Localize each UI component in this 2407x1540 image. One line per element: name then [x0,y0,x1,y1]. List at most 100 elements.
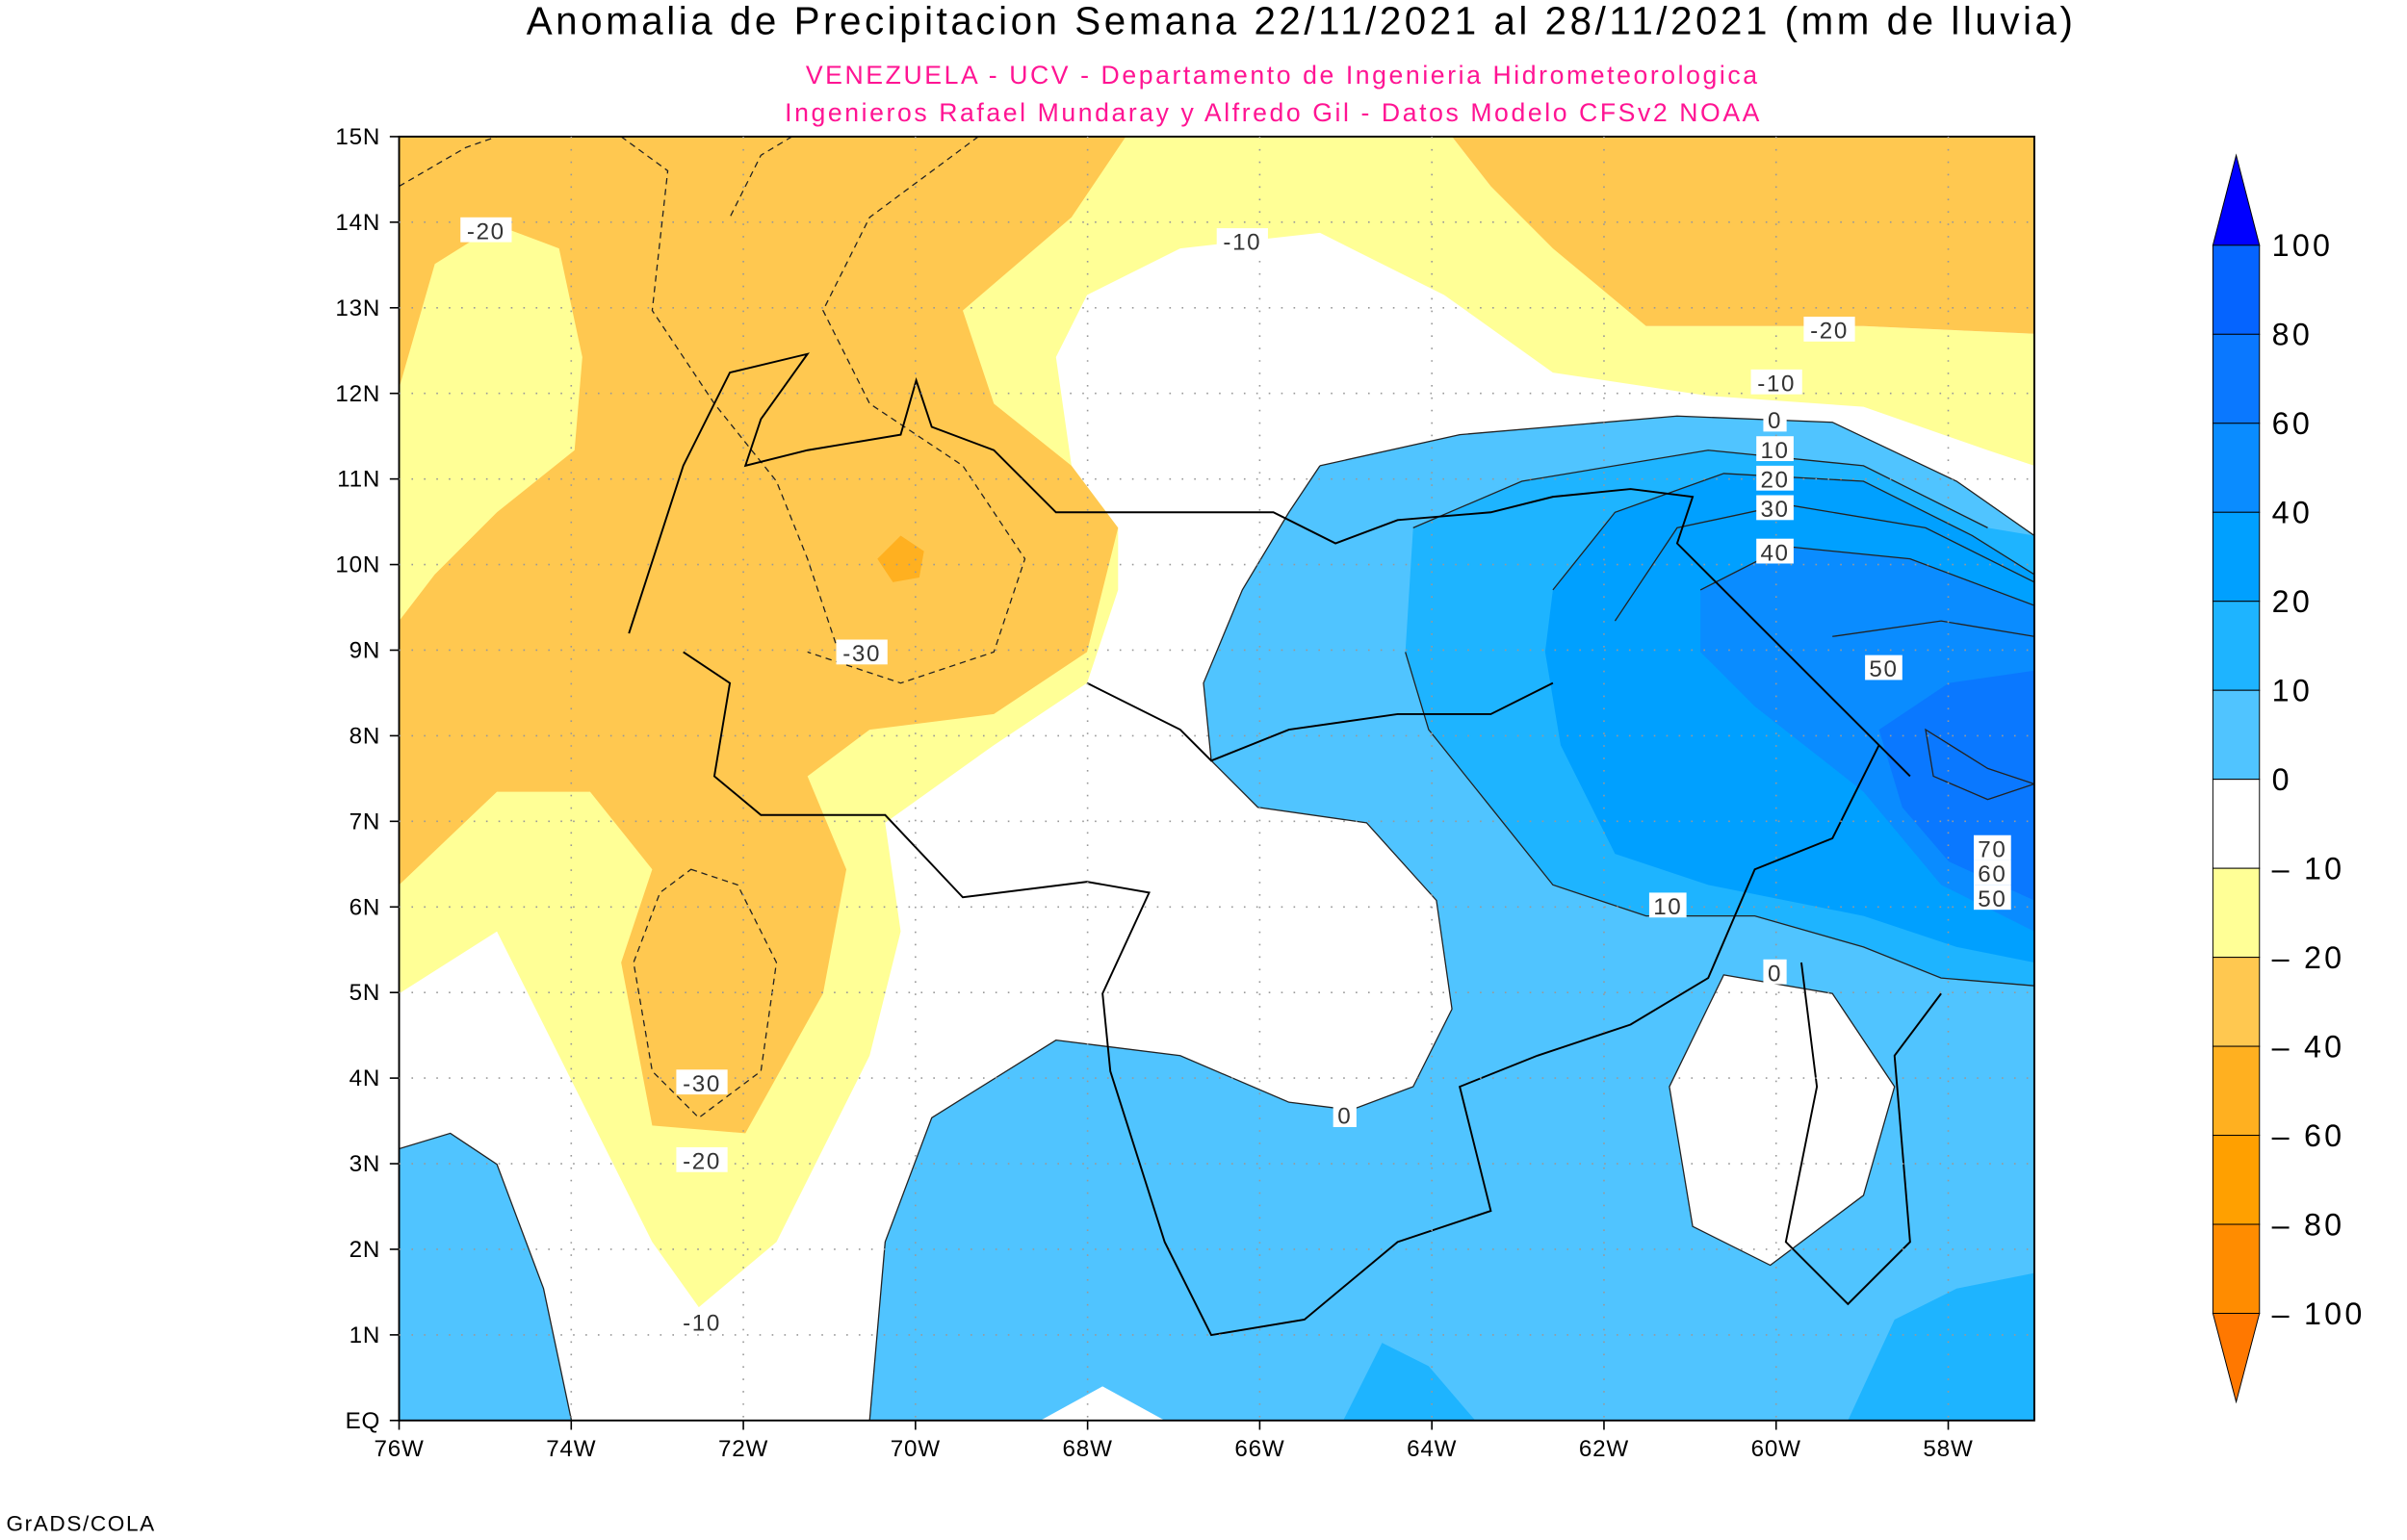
lon-label: 74W [546,1436,596,1462]
colorbar-label: – 40 [2272,1029,2345,1064]
colorbar-swatch [2212,957,2261,1047]
contour-label: -10 [683,1310,721,1336]
colorbar-min-arrow [2212,1313,2261,1404]
lat-label: EQ [346,1408,381,1434]
colorbar-swatch [2212,244,2261,335]
contour-label-bg [676,1146,728,1172]
colorbar-swatch [2212,601,2261,691]
subtitle-authors: Ingenieros Rafael Mundaray y Alfredo Gil… [785,98,1762,127]
lat-label: 7N [349,808,381,834]
colorbar-label: 80 [2272,318,2313,352]
contour-labels: -20 -10-20-1001020304050-307060501000-30-… [460,217,2011,1336]
contour-label: 0 [1768,408,1782,434]
lat-label: 9N [349,638,381,664]
colorbar-label: – 80 [2272,1207,2345,1242]
contour-label: -30 [842,641,881,667]
lat-label: 10N [335,552,380,578]
contour-label-bg [460,217,512,243]
contour-label: -20 [1810,319,1849,345]
colorbar-swatch [2212,1135,2261,1225]
contour-label-bg [1763,959,1787,985]
contour-label-bg [1974,885,2011,911]
lon-label: 66W [1234,1436,1284,1462]
region-minus10-minus20-west [399,224,582,622]
contour-label-bg [1974,834,2011,860]
lat-label: 13N [335,295,380,321]
contour-label-bg [1756,538,1794,564]
coastlines-borders [628,352,1942,1337]
subtitle-institution: VENEZUELA - UCV - Departamento de Ingeni… [806,61,1760,90]
contour-label-bg [1750,369,1802,395]
latitude-axis: 15N 14N 13N 12N 11N 10N 9N 8N 7N 6N 5N 4N 3N 2N 1N EQ [335,124,400,1434]
contour-label-bg [1756,465,1794,491]
lat-label: 11N [337,467,380,493]
contour-label-bg [1216,228,1268,253]
contour-label: 50 [1978,886,2006,912]
lat-label: 1N [349,1322,381,1348]
lat-label: 15N [335,124,380,150]
contour-label: 70 [1978,836,2006,862]
region-10-20-s [1343,1343,1476,1421]
lon-label: 60W [1751,1436,1801,1462]
contour-label: -10 [1223,230,1261,256]
colorbar-swatch [2212,333,2261,424]
colorbar-swatch [2212,1045,2261,1137]
contour-label: 50 [1869,656,1898,682]
colorbar-label: – 10 [2272,851,2345,886]
contour-label-bg [676,1308,728,1334]
contour-label: 0 [1337,1104,1352,1130]
region-white-guiana [1669,974,1895,1266]
colorbar-label: 100 [2272,228,2334,263]
contour-label: 10 [1653,894,1682,920]
region-minus20-minus40 [399,136,1126,1134]
colorbar-swatch [2212,779,2261,869]
lon-label: 62W [1579,1436,1629,1462]
colorbar-label: – 100 [2272,1296,2366,1331]
contour-label-bg [1333,1102,1357,1127]
contour-label: 60 [1978,861,2006,887]
contour-label-bg [1803,317,1855,342]
lon-label: 58W [1923,1436,1973,1462]
lat-label: 4N [349,1065,381,1091]
lat-label: 14N [335,210,380,236]
colorbar-swatch [2212,867,2261,959]
lon-label: 68W [1063,1436,1113,1462]
map-area [399,136,2034,1421]
longitude-axis: 76W 74W 72W 70W 68W 66W 64W 62W 60W 58W [374,1420,1973,1462]
contour-label: -30 [683,1071,721,1097]
region-white-south [1040,1386,1165,1421]
contour-label: 30 [1760,497,1789,523]
contour-label: -10 [1757,371,1796,397]
lon-label: 76W [374,1436,424,1462]
colorbar-label: 40 [2272,496,2313,530]
contour-label-bg [676,1069,728,1095]
contour-label-bg [1763,406,1787,432]
lon-label: 72W [718,1436,768,1462]
contour-label-bg [836,639,888,665]
lon-label: 70W [891,1436,941,1462]
contour-label-bg [1756,495,1794,521]
lon-label: 64W [1407,1436,1457,1462]
colorbar-label: – 20 [2272,940,2345,975]
contour-label: 20 [1760,467,1789,493]
colorbar-max-arrow [2212,153,2261,246]
colorbar-swatch [2212,511,2261,603]
contour-label: -20 [683,1149,721,1175]
footer-credit: GrADS/COLA [6,1511,155,1535]
lat-label: 2N [349,1237,381,1263]
lat-label: 8N [349,723,381,749]
lat-label: 5N [349,980,381,1006]
colorbar-label: 20 [2272,584,2313,619]
contour-label: 40 [1760,540,1789,566]
lat-label: 3N [349,1151,381,1177]
contour-label-bg [1756,436,1794,462]
colorbar-label: 0 [2272,762,2292,797]
lat-label: 6N [349,894,381,920]
region-minus20-minus40-ne [1452,136,2034,334]
contour-label-bg [1865,654,1902,680]
lat-label: 12N [335,381,380,407]
colorbar-swatch [2212,423,2261,513]
colorbar-label: – 60 [2272,1118,2345,1153]
